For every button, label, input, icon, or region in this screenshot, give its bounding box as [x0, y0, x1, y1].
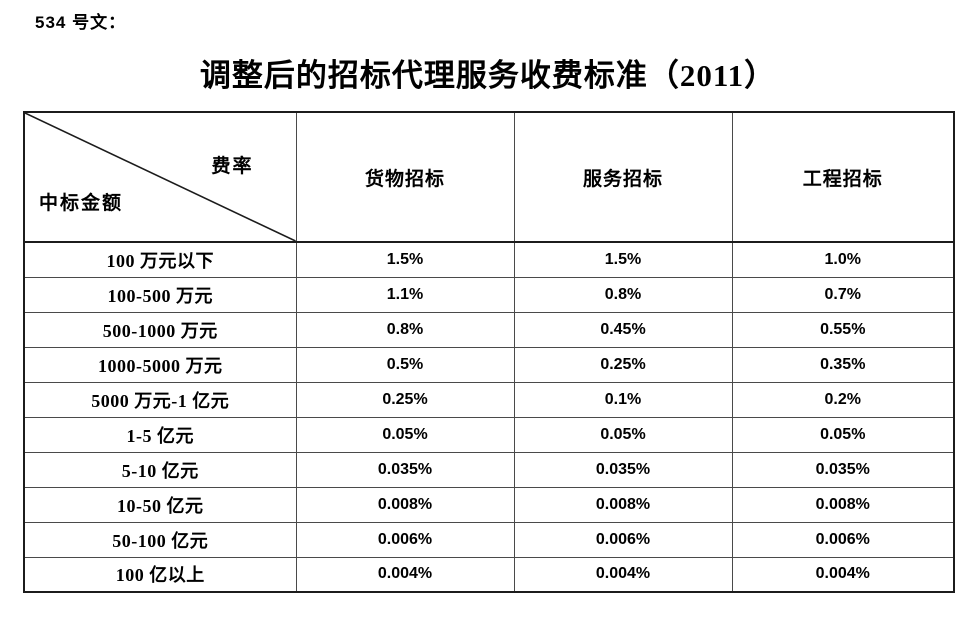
rate-cell: 0.45%	[513, 311, 733, 348]
rate-cell: 0.25%	[513, 346, 733, 383]
table-header: 费率 中标金额 货物招标 服务招标 工程招标	[23, 111, 955, 243]
rate-cell: 0.55%	[731, 311, 955, 348]
rate-cell: 0.035%	[295, 451, 515, 488]
amount-cell: 5-10 亿元	[23, 451, 297, 488]
rate-cell: 0.006%	[731, 521, 955, 558]
rate-cell: 1.5%	[513, 241, 733, 278]
rate-cell: 0.006%	[513, 521, 733, 558]
rate-cell: 0.008%	[513, 486, 733, 523]
rate-cell: 0.35%	[731, 346, 955, 383]
amount-cell: 1000-5000 万元	[23, 346, 297, 383]
rate-cell: 0.006%	[295, 521, 515, 558]
table-row: 1000-5000 万元 0.5% 0.25% 0.35%	[23, 346, 955, 383]
table-row: 50-100 亿元 0.006% 0.006% 0.006%	[23, 521, 955, 558]
amount-cell: 100 万元以下	[23, 241, 297, 278]
rate-cell: 0.05%	[295, 416, 515, 453]
rate-cell: 0.008%	[731, 486, 955, 523]
table-row: 5000 万元-1 亿元 0.25% 0.1% 0.2%	[23, 381, 955, 418]
table-row: 1-5 亿元 0.05% 0.05% 0.05%	[23, 416, 955, 453]
table-row: 5-10 亿元 0.035% 0.035% 0.035%	[23, 451, 955, 488]
amount-cell: 5000 万元-1 亿元	[23, 381, 297, 418]
table-row: 100 亿以上 0.004% 0.004% 0.004%	[23, 556, 955, 593]
rate-cell: 0.2%	[731, 381, 955, 418]
header-row: 费率 中标金额 货物招标 服务招标 工程招标	[23, 111, 955, 243]
amount-cell: 500-1000 万元	[23, 311, 297, 348]
corner-header-cell: 费率 中标金额	[23, 111, 297, 243]
column-header-services: 服务招标	[513, 111, 733, 243]
rate-cell: 0.5%	[295, 346, 515, 383]
rate-cell: 0.7%	[731, 276, 955, 313]
rate-cell: 0.004%	[513, 556, 733, 593]
column-header-engineering: 工程招标	[731, 111, 955, 243]
rate-cell: 1.0%	[731, 241, 955, 278]
rate-cell: 0.8%	[295, 311, 515, 348]
rate-cell: 0.05%	[513, 416, 733, 453]
rate-cell: 1.1%	[295, 276, 515, 313]
rate-cell: 0.8%	[513, 276, 733, 313]
table-row: 500-1000 万元 0.8% 0.45% 0.55%	[23, 311, 955, 348]
amount-cell: 100 亿以上	[23, 556, 297, 593]
rate-table-body: 100 万元以下 1.5% 1.5% 1.0% 100-500 万元 1.1% 0.8% 0.…	[23, 241, 955, 593]
diagonal-divider-line	[25, 113, 295, 240]
amount-cell: 10-50 亿元	[23, 486, 297, 523]
corner-amount-label: 中标金额	[39, 193, 124, 214]
amount-cell: 100-500 万元	[23, 276, 297, 313]
rate-cell: 1.5%	[295, 241, 515, 278]
table-row: 100 万元以下 1.5% 1.5% 1.0%	[23, 241, 955, 278]
doc-number-label: 534 号文：	[35, 13, 127, 32]
rate-cell: 0.008%	[295, 486, 515, 523]
rate-cell: 0.035%	[513, 451, 733, 488]
amount-cell: 1-5 亿元	[23, 416, 297, 453]
rate-cell: 0.004%	[731, 556, 955, 593]
rate-cell: 0.035%	[731, 451, 955, 488]
fee-rate-table: 费率 中标金额 货物招标 服务招标 工程招标 100 万元以下 1.5% 1.5% 1…	[23, 111, 955, 593]
rate-cell: 0.004%	[295, 556, 515, 593]
rate-cell: 0.05%	[731, 416, 955, 453]
corner-fee-rate-label: 费率	[211, 156, 254, 177]
column-header-goods: 货物招标	[295, 111, 515, 243]
rate-cell: 0.25%	[295, 381, 515, 418]
page-title: 调整后的招标代理服务收费标准（2011）	[199, 58, 777, 93]
rate-cell: 0.1%	[513, 381, 733, 418]
table-row: 10-50 亿元 0.008% 0.008% 0.008%	[23, 486, 955, 523]
amount-cell: 50-100 亿元	[23, 521, 297, 558]
table-row: 100-500 万元 1.1% 0.8% 0.7%	[23, 276, 955, 313]
